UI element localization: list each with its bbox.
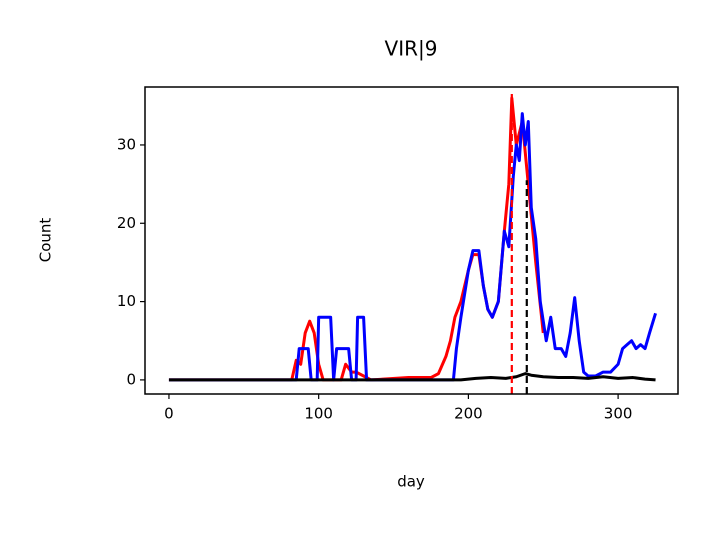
plot-frame xyxy=(144,86,679,395)
y-tick-label: 0 xyxy=(126,370,136,388)
y-tick-label: 20 xyxy=(117,214,136,232)
x-tick-label: 0 xyxy=(164,405,174,423)
series-line xyxy=(168,96,545,382)
y-tick-label: 30 xyxy=(117,135,136,153)
series-line xyxy=(168,372,656,382)
y-tick-label: 10 xyxy=(117,292,136,310)
series-line xyxy=(168,112,657,382)
x-axis-label: day xyxy=(397,473,425,491)
x-tick-label: 300 xyxy=(604,405,633,423)
y-axis-label: Count xyxy=(37,218,55,263)
x-tick-label: 100 xyxy=(304,405,333,423)
chart-title: VIR|9 xyxy=(385,37,438,61)
x-tick-label: 200 xyxy=(454,405,483,423)
